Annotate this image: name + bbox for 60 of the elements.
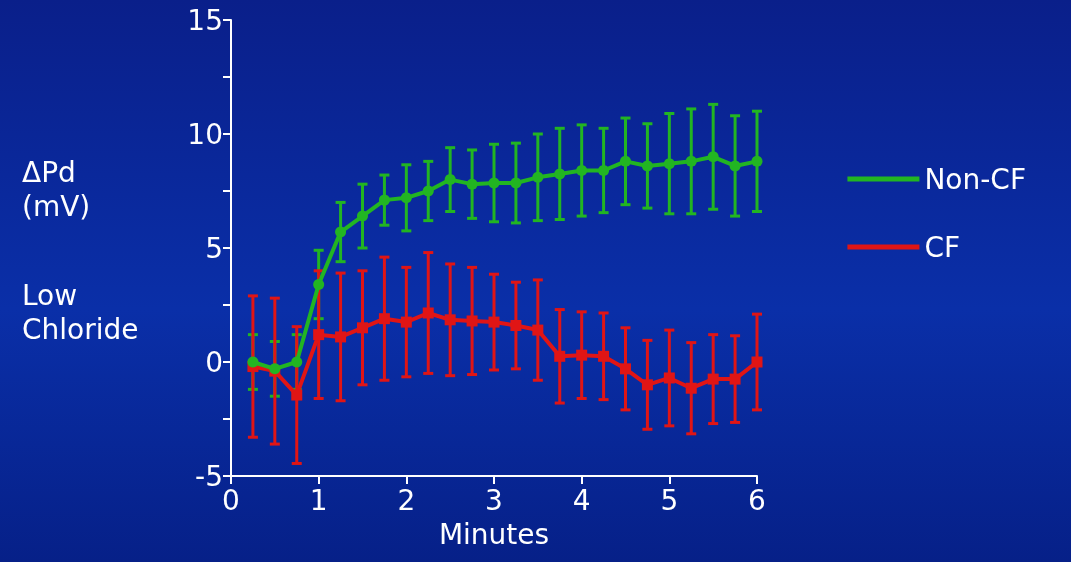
point <box>357 210 368 222</box>
point <box>751 155 763 167</box>
point <box>510 177 522 189</box>
point <box>532 324 544 336</box>
point <box>554 168 566 180</box>
point <box>663 372 675 384</box>
x-axis-title: Minutes <box>438 517 550 551</box>
point <box>313 278 325 290</box>
point <box>313 329 325 341</box>
point <box>729 160 741 172</box>
y-tick-label: 0 <box>205 345 223 379</box>
y-tick-label: -5 <box>195 459 223 493</box>
point <box>685 155 697 167</box>
y-tick-label: 5 <box>205 231 223 265</box>
point <box>620 363 631 375</box>
point <box>444 174 456 186</box>
point <box>641 379 653 391</box>
point <box>400 192 412 204</box>
point <box>598 350 610 362</box>
point <box>576 349 588 361</box>
text: Low Chloride <box>22 278 139 346</box>
point <box>357 322 368 334</box>
point <box>488 177 500 189</box>
point <box>335 331 347 343</box>
point <box>378 313 390 325</box>
point <box>532 171 544 183</box>
point <box>641 160 653 172</box>
y-axis-title: ΔPd (mV) <box>22 155 91 223</box>
x-tick-label: 4 <box>572 483 591 517</box>
legend-label: CF <box>924 230 961 264</box>
point <box>707 373 719 385</box>
point <box>291 356 303 368</box>
point <box>598 164 610 176</box>
point <box>466 315 478 327</box>
y-tick-label: 15 <box>187 3 223 37</box>
y-tick-label: 10 <box>187 117 223 151</box>
point <box>247 356 259 368</box>
x-tick-label: 5 <box>660 483 679 517</box>
point <box>466 178 478 190</box>
legend-label: Non-CF <box>924 162 1027 196</box>
point <box>707 151 719 163</box>
point <box>422 307 434 319</box>
point <box>576 164 588 176</box>
point <box>378 194 390 206</box>
point <box>620 155 631 167</box>
x-tick-label: 6 <box>748 483 766 517</box>
point <box>400 316 412 328</box>
point <box>751 356 763 368</box>
point <box>510 320 522 332</box>
point <box>422 185 434 197</box>
point <box>663 158 675 170</box>
x-tick-label: 2 <box>397 483 416 517</box>
point <box>488 316 500 328</box>
point <box>335 226 347 238</box>
point <box>685 382 697 394</box>
x-tick-label: 3 <box>485 483 503 517</box>
point <box>444 314 456 326</box>
x-tick-label: 1 <box>309 483 328 517</box>
point <box>729 373 741 385</box>
point <box>554 350 566 362</box>
